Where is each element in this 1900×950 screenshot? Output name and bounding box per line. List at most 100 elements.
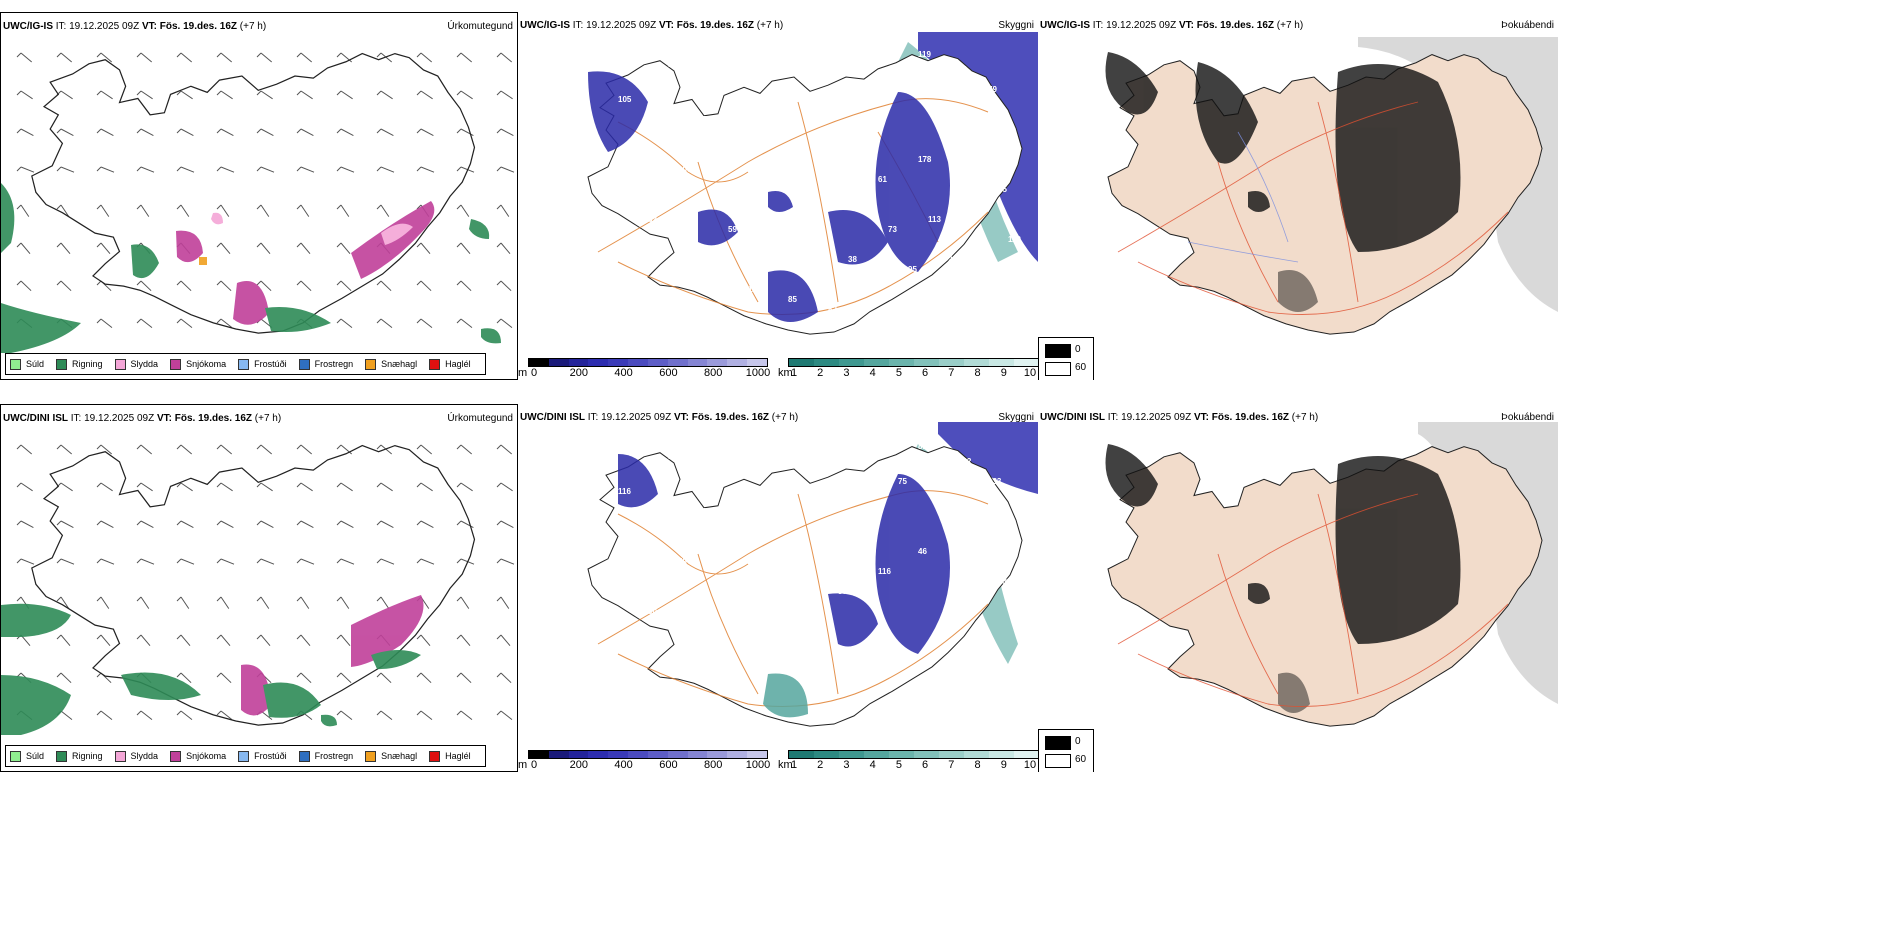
wind-barb xyxy=(176,52,193,63)
visibility-value-label: 46 xyxy=(918,547,927,556)
colorbar-segment xyxy=(687,751,708,758)
wind-barb xyxy=(416,52,433,63)
colorbar-tick: 4 xyxy=(869,759,876,771)
wind-barb xyxy=(416,128,434,137)
wind-barb xyxy=(296,444,313,455)
wind-barb xyxy=(456,558,475,565)
legend-item: Súld xyxy=(10,358,45,370)
wind-barb xyxy=(176,672,192,684)
wind-barb xyxy=(376,204,390,217)
legend-label: Haglél xyxy=(445,359,471,369)
colorbar-segment xyxy=(628,359,648,366)
wind-barb xyxy=(296,482,313,492)
wind-barb xyxy=(56,520,74,529)
wind-barb xyxy=(136,128,154,137)
fog-shading xyxy=(1105,52,1461,312)
precip-type-panel-top: UWC/IG-IS IT: 19.12.2025 09Z VT: Fös. 19… xyxy=(0,12,518,380)
fog-index-panel-bottom: UWC/DINI ISL IT: 19.12.2025 09Z VT: Fös.… xyxy=(1038,404,1558,772)
wind-barb xyxy=(456,318,473,328)
wind-barb xyxy=(56,482,73,492)
precip-areas xyxy=(1,183,501,353)
visibility-value-label: 178 xyxy=(918,155,932,164)
colorbar-tick: 200 xyxy=(569,759,588,771)
wind-barb xyxy=(16,520,34,529)
wind-barb xyxy=(176,596,190,609)
wind-barb xyxy=(176,318,193,328)
visibility-value-label: 134 xyxy=(668,60,682,69)
wind-barb xyxy=(416,280,432,292)
wind-barb xyxy=(96,90,113,100)
wind-barb xyxy=(256,520,274,529)
wind-barb xyxy=(176,204,190,217)
wind-barb xyxy=(376,52,393,63)
colorbar-tick: 8 xyxy=(974,759,981,771)
wind-barb xyxy=(16,242,31,255)
wind-barb xyxy=(16,280,32,292)
visibility-value-label: 114 xyxy=(748,285,761,294)
wind-barb xyxy=(96,482,113,492)
colorbar-segment xyxy=(939,359,964,366)
wind-barb xyxy=(256,204,270,217)
visibility-value-label: 73 xyxy=(713,75,722,84)
colorbar-tick: 400 xyxy=(614,367,633,379)
wind-barb xyxy=(336,280,352,292)
legend-label: Súld xyxy=(26,359,45,369)
visibility-value-label: 83 xyxy=(938,492,947,501)
wind-barb xyxy=(176,710,193,720)
legend-swatch xyxy=(429,358,441,370)
precip-type-panel-bottom: UWC/DINI ISL IT: 19.12.2025 09Z VT: Fös.… xyxy=(0,404,518,772)
colorbar-segment xyxy=(889,751,914,758)
colorbar-tick: 2 xyxy=(817,759,824,771)
wind-barb xyxy=(176,166,195,173)
fog-legend-swatch xyxy=(1045,754,1071,768)
wind-barb xyxy=(96,318,113,328)
wind-barb xyxy=(136,204,150,217)
colorbar-segment xyxy=(727,359,748,366)
wind-barb xyxy=(216,520,234,529)
wind-barb xyxy=(336,710,353,720)
terrain-colorbar: m 0 200 400 600 800 1000 xyxy=(518,358,770,380)
colorbar-tick: 9 xyxy=(1000,759,1007,771)
wind-barb xyxy=(496,204,510,217)
visibility-value-label: 62 xyxy=(978,125,987,134)
visibility-value-label: 15 xyxy=(758,50,767,59)
wind-barb xyxy=(56,672,72,684)
visibility-value-label: 90 xyxy=(648,607,657,616)
wind-barb xyxy=(256,52,273,63)
wind-barb xyxy=(256,482,273,492)
legend-label: Rigning xyxy=(72,751,103,761)
visibility-value-label: 152 xyxy=(698,115,712,124)
colorbar-segment xyxy=(747,751,767,758)
colorbar-tick: 7 xyxy=(948,367,955,379)
wind-barb xyxy=(376,672,392,684)
wind-barb xyxy=(136,52,153,63)
wind-barb xyxy=(216,710,233,720)
visibility-map: 83 107 110 125 102 98 106 81 102 133 116 114 79 64 59 6… xyxy=(587,422,1038,727)
legend-label: Slydda xyxy=(130,359,159,369)
colorbar-segment xyxy=(864,751,889,758)
visibility-value-label: 110 xyxy=(1008,235,1021,244)
colorbar-segment xyxy=(667,751,688,758)
colorbar-tick: 0 xyxy=(530,367,538,379)
legend-label: Frostregn xyxy=(314,359,354,369)
visibility-value-label: 581 xyxy=(798,557,812,566)
visibility-value-label: 93 xyxy=(638,537,647,546)
colorbar-tick: 3 xyxy=(843,367,850,379)
colorbar-tick: 10 xyxy=(1023,759,1037,771)
wind-barb xyxy=(376,318,393,328)
wind-barb xyxy=(336,672,352,684)
colorbar-segment xyxy=(789,359,814,366)
wind-barb xyxy=(56,204,70,217)
colorbar-segment xyxy=(839,359,864,366)
colorbar-segment xyxy=(647,359,668,366)
wind-barb xyxy=(296,280,312,292)
visibility-value-label: 87 xyxy=(838,587,847,596)
colorbar-tick: 1 xyxy=(790,759,798,771)
wind-barb xyxy=(376,710,393,720)
wind-barb xyxy=(96,558,115,565)
wind-barb xyxy=(256,128,274,137)
sea-low-visibility xyxy=(918,32,1038,262)
visibility-value-label: 53 xyxy=(768,245,777,254)
visibility-value-label: 63 xyxy=(738,100,747,109)
visibility-value-label: 93 xyxy=(688,627,697,636)
